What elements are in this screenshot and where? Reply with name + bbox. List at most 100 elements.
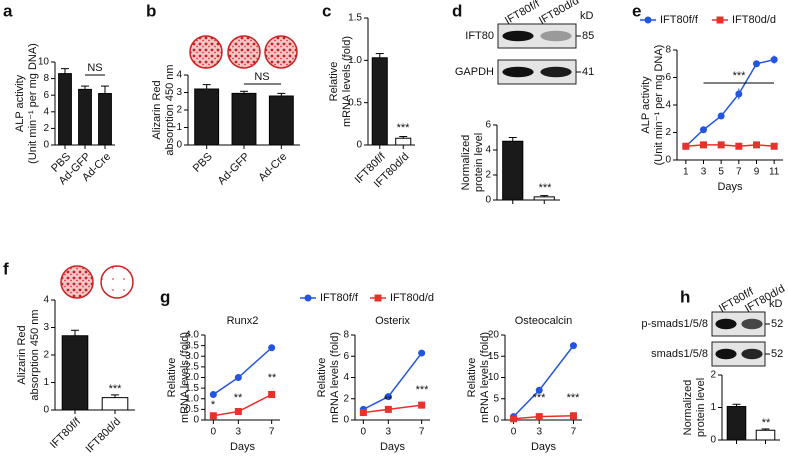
y-axis-label: Relative: [466, 358, 478, 398]
x-tick-label: IFT80d/d: [84, 416, 124, 456]
marker: [569, 342, 577, 350]
marker: [569, 412, 577, 420]
marker: [716, 16, 724, 24]
y-axis-label: Normalized: [682, 380, 694, 436]
y-tick-label: 8: [43, 73, 49, 84]
y-tick-label: 4: [665, 100, 671, 111]
marker: [510, 415, 518, 423]
y-tick-label: 0: [43, 405, 49, 416]
y-axis-label: mRNA levels (fold): [179, 332, 191, 423]
y-tick-label: 2: [343, 393, 349, 404]
bar: [231, 92, 257, 146]
y-axis-label: protein level: [473, 133, 485, 192]
marker: [234, 374, 242, 381]
x-tick-label: 11: [769, 167, 780, 178]
x-tick-label: 3: [236, 427, 242, 438]
y-tick-label: 6: [43, 90, 49, 101]
y-axis-label: (Unit min⁻¹ per mg DNA): [27, 43, 39, 164]
y-tick-label: 3: [176, 87, 182, 98]
marker: [770, 142, 778, 150]
y-tick-label: 0: [493, 415, 499, 426]
y-tick-label: 2: [710, 370, 716, 381]
panel-letter: b: [146, 1, 156, 20]
marker: [359, 409, 367, 417]
marker: [268, 344, 276, 352]
y-tick-label: 4: [343, 372, 349, 383]
x-axis-label: Days: [717, 181, 743, 193]
unit-label: kD: [580, 10, 594, 22]
y-tick-label: 4: [176, 70, 182, 81]
dish: [60, 265, 94, 299]
annotation: ***: [567, 392, 581, 404]
x-tick-label: 9: [754, 167, 760, 178]
y-tick-label: 0: [176, 140, 182, 151]
marker: [700, 126, 707, 134]
y-tick-label: 4: [485, 145, 491, 156]
blot-band: [741, 348, 763, 360]
blot-band: [502, 30, 534, 42]
series-line: [213, 393, 273, 417]
band-label: p-smads1/5/8: [641, 318, 708, 330]
y-tick-label: 1.0: [348, 55, 362, 66]
y-tick-label: 1: [710, 402, 716, 413]
y-tick-label: 0.5: [348, 97, 362, 108]
y-tick-label: 4: [43, 106, 49, 117]
marker: [209, 412, 217, 420]
marker: [735, 142, 743, 150]
bar: [194, 88, 220, 146]
legend-label: IFT80d/d: [390, 292, 434, 304]
y-axis-label: (Unit min⁻¹ per mg DNA): [653, 45, 665, 166]
dish: [264, 35, 298, 69]
blot-band: [741, 318, 763, 330]
bar: [371, 57, 388, 146]
y-tick-label: 6: [485, 120, 491, 131]
y-axis-label: Relative: [328, 62, 340, 102]
y-axis-label: protein level: [695, 378, 707, 437]
y-tick-label: 2: [485, 170, 491, 181]
y-axis-label: mRNA levels (fold): [341, 36, 353, 127]
marker: [770, 56, 778, 64]
marker-label: 85: [582, 30, 594, 42]
y-axis-label: Relative: [316, 358, 328, 398]
lane-label: IFT80f/f: [503, 0, 543, 27]
y-tick-label: 3: [43, 322, 49, 333]
x-tick-label: 7: [269, 427, 275, 438]
y-axis-label: mRNA levels (fold): [329, 332, 341, 423]
blot-band: [715, 348, 737, 360]
x-tick-label: 0: [361, 427, 367, 438]
band-label: GAPDH: [455, 66, 494, 78]
lane-label: IFT80d/d: [537, 0, 581, 27]
marker: [384, 405, 392, 413]
marker: [700, 141, 707, 149]
y-tick-label: 5: [493, 393, 499, 404]
y-axis-label: Relative: [166, 358, 178, 398]
annotation: ***: [733, 70, 747, 82]
panel-letter: a: [3, 1, 13, 20]
x-tick-label: 5: [718, 167, 724, 178]
band-label: IFT80: [465, 30, 494, 42]
annotation: **: [762, 417, 771, 429]
y-tick-label: 15: [488, 351, 500, 362]
marker: [535, 386, 543, 394]
y-tick-label: 1.5: [348, 13, 362, 24]
annotation: **: [268, 372, 277, 384]
y-axis-label: ALP activity: [14, 74, 26, 132]
legend-label: IFT80f/f: [320, 292, 359, 304]
y-axis-label: Alizarin Red: [151, 80, 163, 139]
series-line: [513, 415, 574, 420]
y-tick-label: 0: [43, 140, 49, 151]
legend-label: IFT80f/f: [660, 14, 699, 26]
annotation: **: [234, 392, 243, 404]
y-tick-label: 0: [193, 415, 199, 426]
x-tick-label: 7: [736, 167, 742, 178]
marker: [753, 60, 760, 68]
y-tick-label: 10: [38, 57, 50, 68]
marker: [682, 142, 690, 150]
y-axis-label: absorption 450 nm: [29, 309, 41, 400]
y-axis-label: absorption 450 nm: [164, 64, 176, 155]
bar: [58, 73, 72, 146]
chart-title: Runx2: [227, 315, 259, 327]
series-line: [685, 58, 775, 147]
y-tick-label: 1.0: [185, 393, 199, 404]
marker-label: 41: [582, 66, 594, 78]
